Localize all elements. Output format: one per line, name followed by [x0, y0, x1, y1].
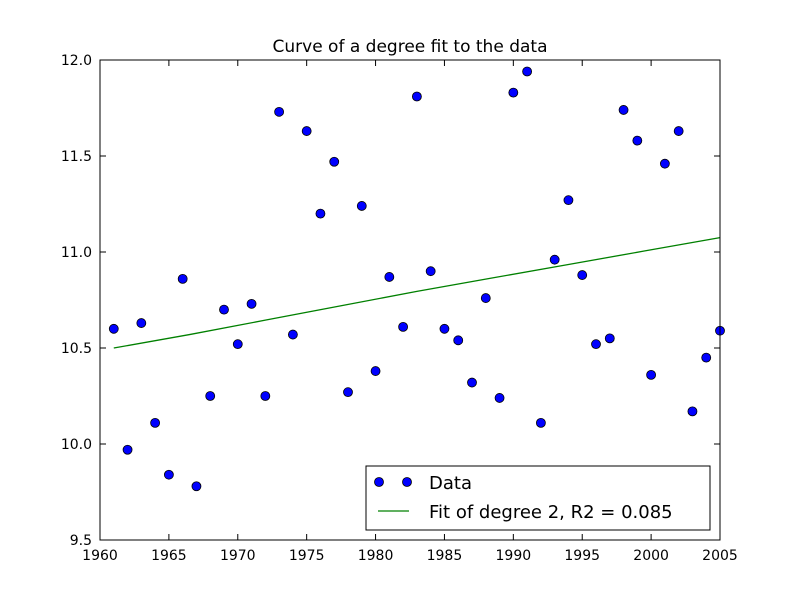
- data-point: [191, 481, 202, 492]
- x-tick-label: 1995: [564, 548, 600, 564]
- data-point: [480, 293, 491, 303]
- x-tick-label: 1990: [496, 548, 532, 564]
- data-point: [315, 208, 326, 219]
- data-point: [425, 266, 436, 277]
- chart-title: Curve of a degree fit to the data: [273, 37, 548, 57]
- data-point: [591, 339, 601, 350]
- data-point: [701, 352, 712, 363]
- data-point: [398, 321, 409, 332]
- data-point: [618, 105, 629, 115]
- legend-data-label: Data: [429, 473, 472, 494]
- legend-fit-label: Fit of degree 2, R2 = 0.085: [429, 502, 673, 523]
- data-point: [219, 304, 229, 315]
- data-point: [260, 391, 271, 401]
- data-point: [646, 369, 657, 380]
- data-point: [604, 333, 615, 344]
- data-point: [232, 339, 243, 350]
- data-point: [370, 366, 381, 376]
- data-point: [384, 272, 395, 282]
- data-point: [577, 270, 588, 280]
- x-tick-label: 2000: [633, 548, 669, 564]
- data-point: [673, 126, 684, 136]
- x-tick-label: 1965: [151, 548, 187, 564]
- data-point: [687, 406, 698, 417]
- data-point: [287, 329, 298, 340]
- y-tick-label: 10.5: [61, 341, 92, 357]
- data-point: [136, 318, 147, 328]
- data-point: [301, 126, 312, 136]
- data-point: [522, 66, 533, 77]
- data-point: [274, 106, 285, 117]
- axes-frame: [99, 59, 721, 541]
- fit-line: [113, 236, 721, 349]
- data-point: [659, 158, 670, 169]
- x-tick-label: 1960: [82, 548, 118, 564]
- legend-data-marker-right: [402, 477, 412, 487]
- y-tick-label: 9.5: [70, 533, 92, 549]
- y-tick-label: 10.0: [61, 437, 92, 453]
- data-point: [453, 335, 464, 346]
- y-tick-label: 11.5: [61, 149, 92, 165]
- data-point: [205, 391, 216, 401]
- x-tick-label: 2005: [702, 548, 738, 564]
- data-point: [329, 156, 340, 167]
- y-tick-label: 11.0: [61, 245, 92, 261]
- x-tick-label: 1985: [427, 548, 463, 564]
- data-point: [563, 195, 574, 206]
- data-point: [411, 91, 422, 102]
- data-point: [150, 417, 161, 428]
- x-tick-label: 1970: [220, 548, 256, 564]
- data-point: [439, 323, 450, 334]
- axis-ticks: 1960 1965 1970 1975 1980 1985 1990 1995 2000 2005…: [61, 53, 738, 564]
- data-point: [494, 393, 505, 403]
- data-point: [108, 323, 119, 334]
- data-point: [343, 387, 353, 398]
- legend-box: [365, 465, 711, 531]
- x-tick-label: 1980: [358, 548, 394, 564]
- legend: Data Fit of degree 2, R2 = 0.085: [365, 465, 711, 531]
- data-point: [535, 417, 546, 428]
- x-tick-label: 1975: [289, 548, 325, 564]
- data-point: [467, 377, 477, 388]
- data-point: [177, 273, 188, 284]
- data-point: [356, 201, 367, 211]
- legend-data-marker-left: [374, 477, 384, 487]
- data-point: [246, 298, 257, 309]
- data-point: [549, 254, 560, 265]
- data-point: [508, 87, 519, 98]
- data-point: [122, 444, 133, 455]
- y-tick-label: 12.0: [61, 53, 92, 69]
- data-point: [163, 469, 174, 480]
- plot-area: [108, 66, 725, 492]
- data-point: [632, 135, 643, 146]
